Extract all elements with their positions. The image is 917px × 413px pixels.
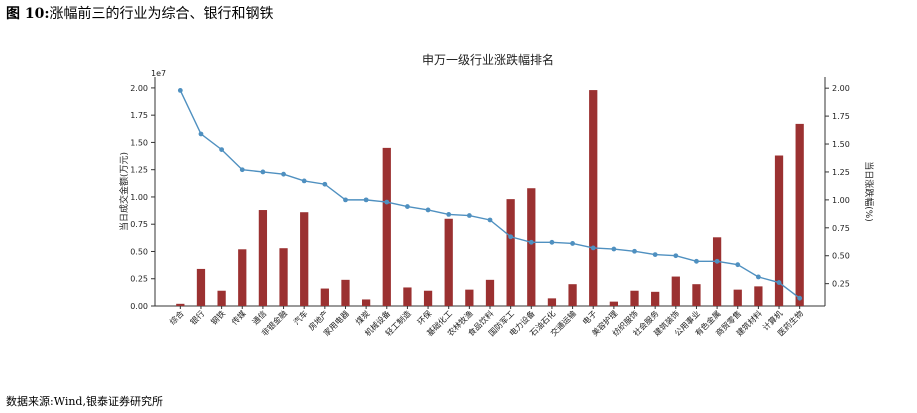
- left-tick-label: 2.00: [130, 84, 148, 93]
- line-series: [179, 90, 801, 299]
- line-point: [755, 274, 761, 280]
- bar: [589, 90, 598, 306]
- line-point: [673, 253, 679, 259]
- line-point: [446, 212, 452, 217]
- bar: [196, 268, 206, 306]
- line-point: [776, 280, 782, 285]
- bar: [609, 301, 618, 306]
- line-point: [322, 181, 328, 187]
- bar: [444, 218, 453, 306]
- bar: [320, 288, 329, 306]
- bar: [692, 284, 701, 306]
- x-tick-label: 传媒: [229, 308, 247, 326]
- figure-source: 数据来源:Wind,银泰证券研究所: [6, 395, 163, 408]
- bar: [362, 299, 371, 306]
- bar: [423, 290, 433, 306]
- line-point: [425, 207, 431, 213]
- x-tick-label: 汽车: [291, 308, 309, 326]
- bar: [279, 248, 288, 306]
- line-point: [590, 245, 596, 251]
- left-tick-label: 1.00: [130, 193, 148, 202]
- x-tick-label: 钢铁: [209, 308, 227, 326]
- line-point: [260, 169, 266, 175]
- right-axis-label: 当日涨跌幅(%): [863, 161, 875, 222]
- left-axis-exponent: 1e7: [151, 69, 166, 78]
- right-tick-label: 1.00: [832, 196, 850, 205]
- line-point: [611, 246, 617, 252]
- line-point: [343, 197, 348, 203]
- bar: [754, 286, 763, 306]
- left-tick-label: 0.75: [130, 220, 148, 229]
- line-point: [487, 217, 493, 223]
- line-point: [714, 258, 720, 264]
- line-point: [301, 178, 307, 184]
- bar: [795, 123, 804, 306]
- bar: [465, 289, 474, 306]
- bar: [341, 279, 350, 306]
- line-point: [363, 197, 369, 203]
- bar: [506, 199, 515, 306]
- bar: [238, 249, 247, 306]
- right-tick-label: 1.25: [832, 168, 850, 177]
- right-tick-label: 1.50: [832, 140, 850, 149]
- x-tick-label: 银行: [188, 308, 206, 326]
- bar: [527, 188, 536, 306]
- bar: [774, 155, 784, 306]
- right-tick-label: 1.75: [832, 112, 850, 121]
- line-point: [694, 258, 699, 264]
- bar: [547, 298, 557, 306]
- bar: [568, 284, 577, 306]
- x-tick-label: 煤炭: [353, 308, 371, 326]
- line-point: [652, 252, 658, 258]
- bar: [485, 279, 495, 306]
- x-tick-label: 电子: [580, 308, 598, 326]
- left-tick-label: 1.25: [130, 166, 148, 175]
- right-tick-label: 0.50: [832, 252, 850, 261]
- bar: [217, 290, 226, 306]
- line-point: [466, 213, 472, 218]
- figure-caption-text: 涨幅前三的行业为综合、银行和钢铁: [49, 6, 274, 22]
- plot-area: 0.000.250.500.751.001.251.501.752.001e70…: [118, 69, 875, 338]
- bar: [382, 147, 391, 306]
- line-point: [570, 241, 575, 246]
- line-point: [549, 239, 555, 245]
- line-point: [219, 147, 225, 153]
- line-point: [239, 167, 245, 173]
- line-point: [528, 239, 534, 245]
- line-point: [632, 248, 637, 254]
- figure-number: 图 10:: [6, 6, 50, 22]
- bar: [651, 291, 660, 306]
- bar: [258, 210, 268, 306]
- right-tick-label: 0.25: [832, 280, 850, 289]
- line-point: [384, 199, 390, 205]
- x-tick-label: 环保: [415, 308, 433, 326]
- left-tick-label: 0.25: [130, 275, 148, 284]
- left-axis-label: 当日成交金额(万元): [118, 152, 130, 231]
- chart-title: 申万一级行业涨跌幅排名: [422, 52, 554, 67]
- bar: [733, 289, 742, 306]
- line-point: [735, 262, 741, 268]
- bar: [712, 237, 722, 306]
- bar: [671, 276, 680, 306]
- line-point: [198, 131, 204, 137]
- x-tick-label: 综合: [167, 308, 185, 326]
- left-tick-label: 0.50: [130, 247, 148, 256]
- right-tick-label: 2.00: [832, 84, 850, 93]
- x-tick-label: 通信: [250, 308, 268, 326]
- bar: [403, 287, 412, 306]
- left-tick-label: 1.50: [130, 138, 148, 147]
- right-tick-label: 0.75: [832, 224, 850, 233]
- bar: [176, 303, 185, 306]
- bar: [630, 290, 639, 306]
- bar: [300, 212, 309, 306]
- line-point: [405, 204, 410, 209]
- line-point: [797, 295, 803, 301]
- line-point: [508, 234, 514, 240]
- line-point: [281, 171, 286, 177]
- line-point: [177, 88, 183, 93]
- left-tick-label: 0.00: [130, 302, 148, 311]
- figure-caption: 图 10:涨幅前三的行业为综合、银行和钢铁: [6, 3, 274, 23]
- left-tick-label: 1.75: [130, 111, 148, 120]
